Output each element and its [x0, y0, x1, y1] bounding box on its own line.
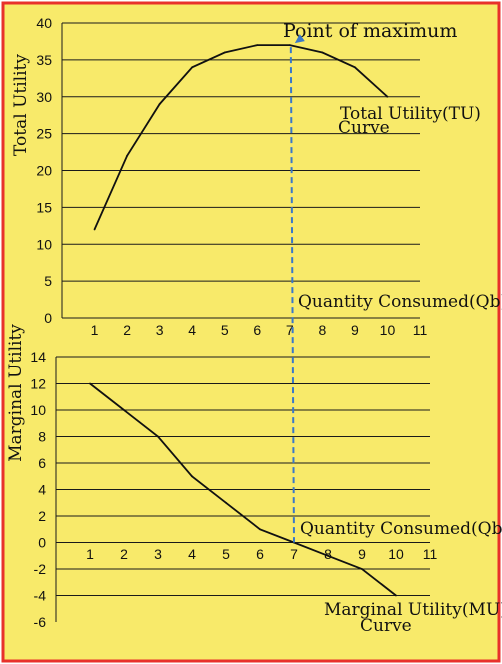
tu-gridlines	[61, 22, 420, 319]
tu-data-point	[321, 51, 324, 54]
mu-x-tick-label: 7	[290, 546, 298, 562]
tu-y-tick-label: 35	[36, 52, 52, 68]
mu-data-point	[259, 528, 261, 531]
mu-gridlines	[55, 356, 430, 622]
mu-x-axis-label: Quantity Consumed(Qb)	[300, 519, 502, 539]
tu-x-tick-label: 5	[221, 322, 229, 338]
tu-data-point	[191, 66, 194, 69]
mu-x-tick-label: 5	[222, 546, 230, 562]
mu-data-point	[327, 554, 329, 557]
total-utility-chart: 0 5 10 15 20 25 30 35 40 1 2 3 4 5 6 7 8 9 10 11 Total Uti…	[11, 15, 502, 338]
tu-data-point	[93, 228, 96, 231]
mu-data-point	[123, 409, 125, 411]
tu-x-tick-label: 2	[123, 322, 131, 338]
tu-x-tick-labels: 1 2 3 4 5 6 7 8 9 10 11	[91, 322, 428, 338]
mu-data-point	[191, 475, 193, 478]
mu-x-tick-label: 10	[388, 546, 404, 562]
tu-x-tick-label: 3	[156, 322, 164, 338]
tu-y-axis-label: Total Utility	[11, 54, 31, 156]
mu-y-tick-label: 4	[38, 482, 46, 498]
mu-x-tick-label: 9	[358, 546, 366, 562]
tu-data-point	[354, 66, 356, 69]
mu-y-tick-label: 8	[38, 429, 46, 445]
point-of-maximum-annotation: Point of maximum	[283, 20, 457, 42]
mu-y-tick-label: -4	[34, 588, 47, 604]
mu-y-tick-label: 2	[38, 508, 46, 524]
mu-x-tick-label: 4	[188, 546, 196, 562]
tu-x-tick-label: 11	[413, 322, 428, 338]
mu-y-tick-label: 12	[30, 376, 46, 392]
mu-y-tick-label: 14	[30, 349, 46, 365]
tu-y-tick-label: 40	[36, 15, 52, 31]
tu-x-tick-label: 1	[91, 322, 99, 338]
tu-series-label-line1: Total Utility(TU)	[340, 104, 481, 124]
maximum-dashed-line	[289, 47, 295, 543]
tu-y-tick-label: 10	[36, 236, 52, 252]
tu-y-tick-label: 0	[44, 310, 52, 326]
mu-data-points	[89, 382, 397, 597]
tu-y-tick-labels: 0 5 10 15 20 25 30 35 40	[36, 15, 52, 326]
tu-x-tick-label: 9	[351, 322, 359, 338]
tu-x-tick-label: 10	[380, 322, 396, 338]
mu-y-tick-label: -2	[34, 561, 47, 577]
tu-y-tick-label: 30	[36, 89, 52, 105]
tu-y-tick-label: 15	[36, 199, 52, 215]
tu-y-tick-label: 20	[36, 163, 52, 179]
tu-x-axis-label: Quantity Consumed(Qb)	[298, 292, 502, 312]
mu-y-tick-label: 0	[38, 535, 46, 551]
tu-data-point	[223, 51, 226, 54]
tu-data-points	[93, 44, 389, 231]
mu-y-tick-label: 6	[38, 455, 46, 471]
mu-x-tick-label: 1	[86, 546, 94, 562]
tu-data-point	[158, 103, 161, 106]
mu-y-tick-label: -6	[34, 614, 47, 630]
tu-y-tick-label: 5	[44, 273, 52, 289]
tu-series-line	[93, 44, 389, 230]
tu-data-point	[256, 44, 259, 47]
tu-data-point	[126, 154, 128, 157]
maximum-arrow-head	[294, 34, 305, 44]
tu-series-label-line2: Curve	[338, 118, 390, 138]
mu-x-tick-label: 8	[324, 546, 332, 562]
mu-series-label-line1: Marginal Utility(MU)	[324, 600, 502, 620]
tu-x-tick-label: 8	[318, 322, 326, 338]
mu-x-tick-labels: 1 2 3 4 5 6 7 8 9 10 11	[86, 546, 437, 562]
mu-x-tick-label: 2	[120, 546, 128, 562]
tu-x-tick-label: 6	[253, 322, 261, 338]
mu-data-point	[157, 435, 159, 438]
mu-y-axis-label: Marginal Utility	[6, 324, 26, 462]
mu-series-line	[89, 382, 397, 597]
mu-x-tick-label: 11	[423, 546, 438, 562]
mu-series-label-line2: Curve	[360, 616, 412, 636]
tu-x-tick-label: 4	[188, 322, 196, 338]
mu-data-point	[225, 501, 227, 504]
mu-data-point	[361, 568, 363, 570]
tu-data-point	[386, 95, 389, 98]
mu-x-tick-label: 3	[154, 546, 162, 562]
mu-y-tick-labels: 14 12 10 8 6 4 2 0 -2 -4 -6	[30, 349, 46, 630]
mu-x-tick-label: 6	[256, 546, 264, 562]
mu-y-tick-label: 10	[30, 402, 46, 418]
mu-data-point	[89, 382, 91, 385]
tu-data-point	[288, 44, 291, 47]
tu-x-tick-label: 7	[286, 322, 294, 338]
tu-y-tick-label: 25	[36, 126, 52, 142]
mu-data-point	[395, 594, 397, 597]
